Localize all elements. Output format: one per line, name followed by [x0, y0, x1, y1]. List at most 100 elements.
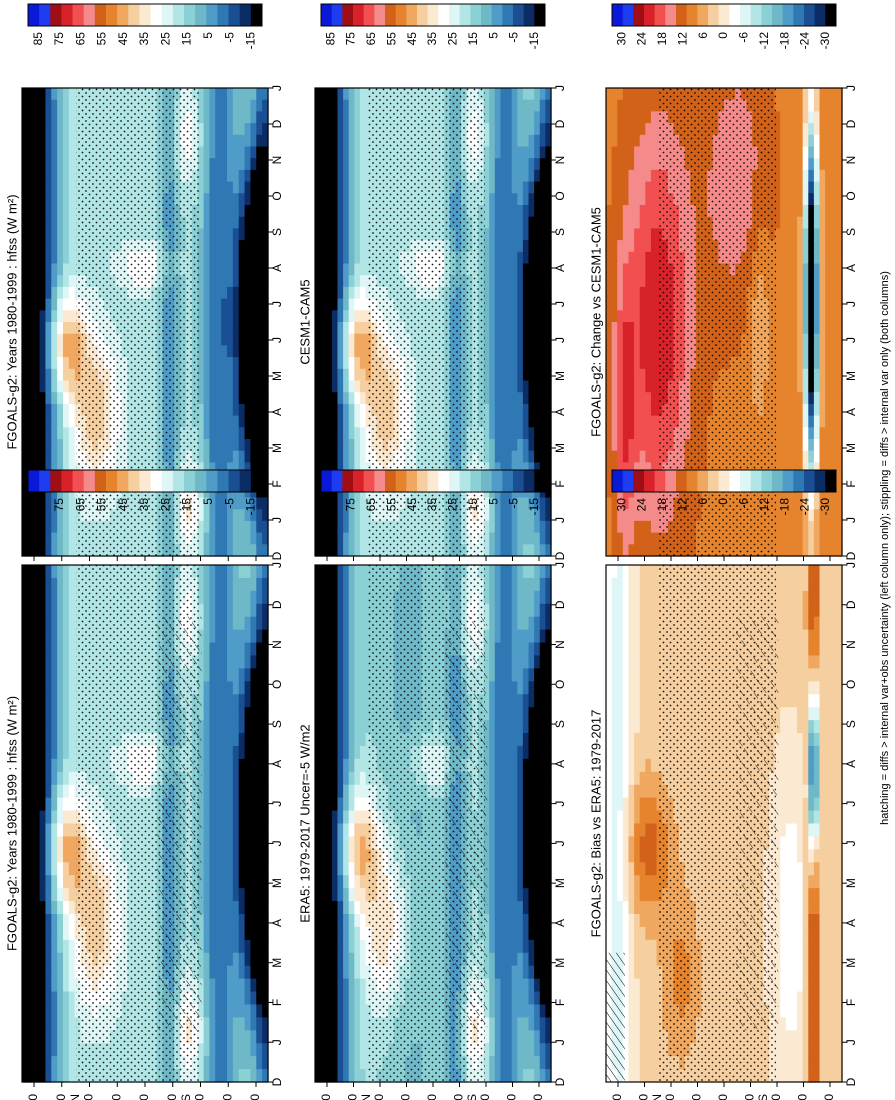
heatmap-cell [22, 146, 29, 159]
heatmap-cell [238, 251, 246, 265]
heatmap-cell [221, 1030, 228, 1044]
heatmap-cell [238, 565, 246, 579]
heatmap-cell [221, 926, 228, 941]
month-tick-label: O [270, 680, 284, 689]
heatmap-cell [63, 146, 70, 159]
heatmap-cell [250, 368, 257, 382]
heatmap-cell [45, 544, 52, 557]
heatmap-cell [203, 520, 211, 534]
heatmap-cell [227, 810, 234, 825]
heatmap-cell [45, 720, 52, 734]
heatmap-cell [27, 901, 35, 915]
heatmap-cell [22, 694, 29, 708]
heatmap-cell [57, 862, 64, 876]
heatmap-cell [68, 590, 76, 605]
heatmap-cell [500, 298, 507, 311]
heatmap-cell [315, 322, 322, 335]
heatmap-cell [221, 134, 228, 148]
colorbar-label: 15 [180, 32, 194, 46]
heatmap-cell [221, 415, 228, 428]
heatmap-cell [238, 532, 246, 545]
heatmap-cell [511, 310, 518, 323]
heatmap-cell [256, 913, 263, 928]
heatmap-cell [315, 193, 322, 206]
heatmap-cell [256, 784, 263, 799]
heatmap-cell [39, 978, 47, 993]
heatmap-cell [500, 263, 507, 276]
heatmap-cell [39, 590, 47, 605]
heatmap-cell [209, 146, 216, 159]
heatmap-cell [256, 450, 263, 463]
heatmap-cell [215, 952, 222, 967]
heatmap-cell [315, 251, 322, 265]
heatmap-cell [244, 720, 252, 734]
heatmap-cell [348, 322, 355, 335]
heatmap-cell [27, 158, 35, 171]
heatmap-cell [238, 836, 246, 850]
heatmap-cell [244, 926, 252, 941]
heatmap-cell [227, 655, 234, 670]
heatmap-cell [232, 978, 240, 993]
heatmap-cell [238, 263, 246, 276]
heatmap-cell [68, 849, 76, 863]
heatmap-cell [483, 532, 490, 545]
heatmap-cell [494, 158, 502, 171]
heatmap-cell [250, 875, 257, 889]
heatmap-cell [227, 733, 234, 747]
heatmap-cell [203, 415, 211, 428]
heatmap-cell [227, 439, 234, 452]
heatmap-cell [232, 694, 240, 708]
heatmap-cell [63, 642, 70, 657]
heatmap-cell [227, 939, 234, 954]
heatmap-cell [63, 275, 70, 288]
month-tick-label: M [270, 443, 284, 453]
heatmap-cell [250, 520, 257, 534]
heatmap-cell [315, 205, 322, 218]
heatmap-cell [343, 450, 350, 463]
heatmap-cell [45, 603, 52, 618]
heatmap-cell [215, 368, 222, 382]
heatmap-cell [262, 216, 269, 229]
lat-tick-label: 80 [26, 1094, 40, 1100]
heatmap-cell [45, 694, 52, 708]
heatmap-cell [238, 240, 246, 253]
heatmap-cell [22, 939, 29, 954]
heatmap-cell [39, 733, 47, 747]
heatmap-cell [262, 111, 269, 124]
heatmap-cell [27, 310, 35, 323]
heatmap-cell [331, 380, 339, 393]
heatmap-cell [326, 544, 333, 557]
heatmap-cell [256, 392, 263, 405]
colorbar-swatch [250, 470, 263, 492]
heatmap-cell [22, 707, 29, 721]
heatmap-cell [57, 99, 64, 112]
heatmap-cell [262, 745, 269, 760]
heatmap-cell [256, 275, 263, 288]
heatmap-cell [209, 403, 216, 417]
heatmap-cell [209, 1030, 216, 1044]
heatmap-cell [27, 629, 35, 644]
heatmap-cell [256, 733, 263, 747]
heatmap-cell [45, 952, 52, 967]
heatmap-cell [238, 205, 246, 218]
heatmap-cell [256, 849, 263, 863]
heatmap-cell [511, 520, 518, 534]
heatmap-cell [250, 577, 257, 592]
heatmap-cell [51, 322, 58, 335]
heatmap-cell [33, 403, 41, 417]
heatmap-cell [331, 216, 339, 229]
heatmap-cell [68, 123, 76, 136]
heatmap-cell [348, 462, 355, 475]
lat-tick-label: 20 [109, 1094, 123, 1100]
heatmap-cell [27, 875, 35, 889]
heatmap-cell [68, 497, 76, 510]
heatmap-cell [221, 836, 228, 850]
heatmap-cell [22, 520, 29, 534]
heatmap-cell [250, 616, 257, 631]
heatmap-cell [494, 286, 502, 300]
heatmap-cell [63, 88, 70, 101]
heatmap-cell [315, 345, 322, 358]
heatmap-cell [506, 333, 513, 346]
heatmap-cell [215, 681, 222, 695]
heatmap-cell [232, 720, 240, 734]
